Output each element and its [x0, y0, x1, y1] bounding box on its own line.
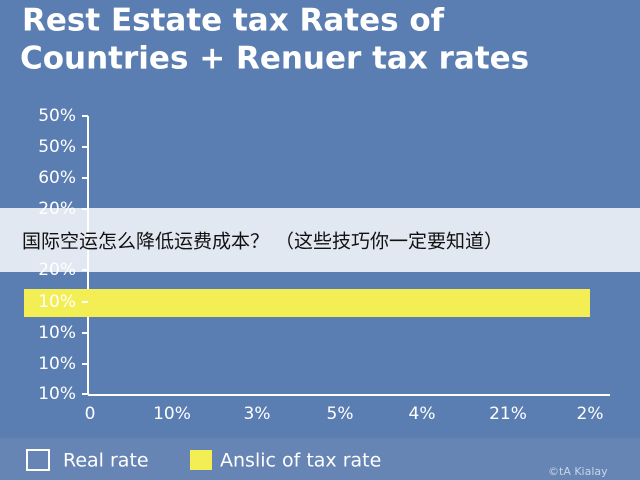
x-tick-label: 21%	[489, 404, 527, 424]
legend-label: Real rate	[63, 450, 149, 472]
x-tick-label: 4%	[409, 404, 436, 424]
overlay-text: 国际空运怎么降低运费成本？ （这些技巧你一定要知道）	[22, 231, 503, 253]
y-tick-label: 10%	[38, 354, 76, 374]
overlay-banner	[0, 208, 640, 272]
chart-title: Rest Estate tax Rates of	[22, 3, 445, 39]
x-tick-label: 0	[85, 404, 96, 424]
y-tick-label: 10%	[38, 384, 76, 404]
bar	[24, 289, 590, 317]
y-tick-label: 60%	[38, 168, 76, 188]
x-tick-label: 2%	[577, 404, 604, 424]
y-tick-label: 10%	[38, 292, 76, 312]
x-tick-label: 10%	[153, 404, 191, 424]
legend-swatch	[26, 449, 50, 471]
y-tick-label: 10%	[38, 323, 76, 343]
x-tick-label: 5%	[327, 404, 354, 424]
legend-band	[0, 438, 640, 480]
watermark: ©tA Kialay	[548, 465, 608, 478]
legend-label: Anslic of tax rate	[220, 450, 381, 472]
legend-swatch	[190, 450, 212, 470]
chart-title: Countries + Renuer tax rates	[20, 41, 529, 77]
y-tick-label: 50%	[38, 137, 76, 157]
x-tick-label: 3%	[244, 404, 271, 424]
y-tick-label: 50%	[38, 106, 76, 126]
